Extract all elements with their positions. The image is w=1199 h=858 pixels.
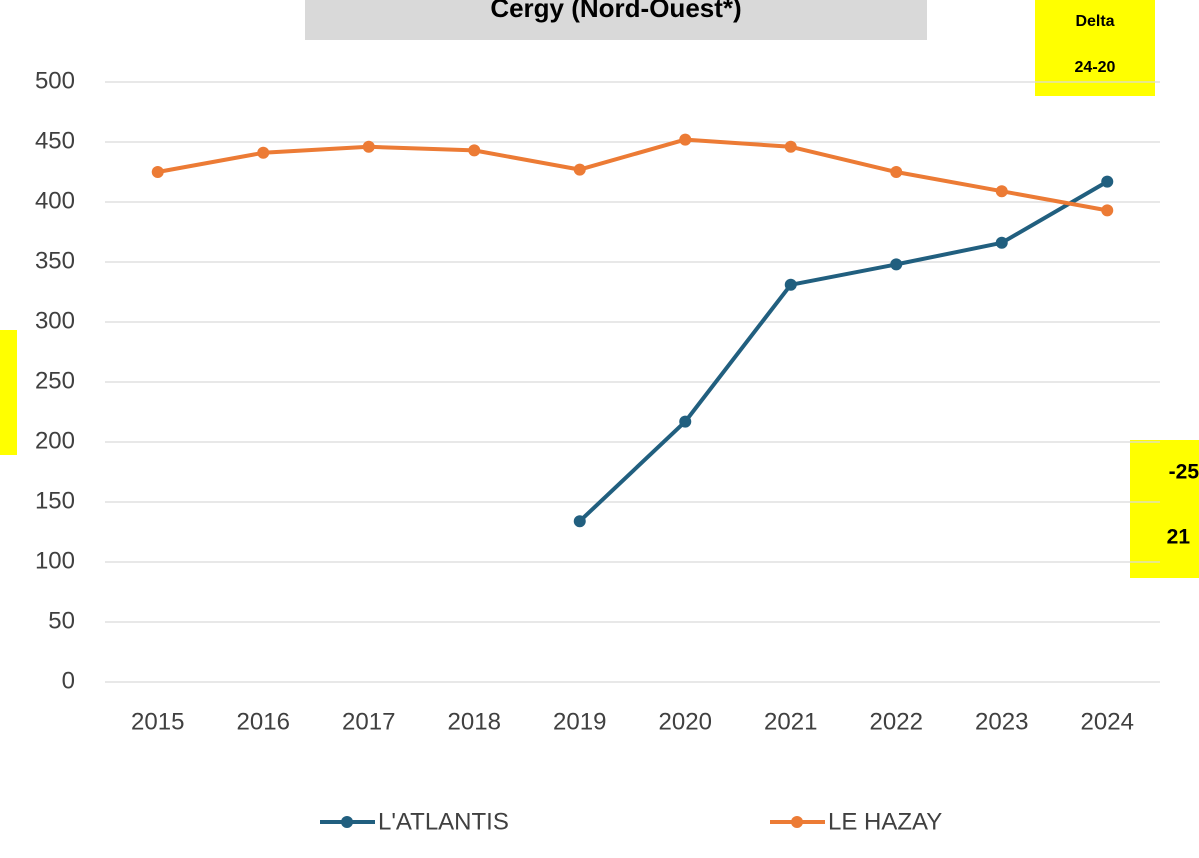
y-tick-label: 200 — [35, 427, 75, 454]
x-tick-label: 2016 — [237, 708, 290, 735]
legend-marker — [791, 816, 803, 828]
point — [362, 140, 375, 153]
x-tick-label: 2017 — [342, 708, 395, 735]
annotation: 24-20 — [1075, 59, 1116, 76]
point — [573, 163, 586, 176]
point — [257, 146, 270, 159]
x-tick-label: 2018 — [448, 708, 501, 735]
x-tick-label: 2021 — [764, 708, 817, 735]
x-tick-label: 2015 — [131, 708, 184, 735]
x-tick-label: 2019 — [553, 708, 606, 735]
annotation: Delta — [1075, 13, 1114, 30]
legend-label: LE HAZAY — [828, 808, 942, 835]
point — [995, 185, 1008, 198]
x-tick-label: 2023 — [975, 708, 1028, 735]
point — [890, 258, 903, 271]
chart-title: Cergy (Nord-Ouest*) — [490, 0, 741, 23]
y-tick-label: 350 — [35, 247, 75, 274]
point — [995, 236, 1008, 249]
point — [890, 166, 903, 178]
y-tick-label: 50 — [48, 607, 75, 634]
y-tick-label: 150 — [35, 487, 75, 514]
y-tick-label: 450 — [35, 127, 75, 154]
delta-values-box — [1130, 440, 1199, 578]
point — [784, 140, 797, 153]
x-tick-label: 2022 — [870, 708, 923, 735]
series-line — [578, 179, 1109, 523]
y-tick-label: 100 — [35, 547, 75, 574]
x-tick-label: 2024 — [1081, 708, 1134, 735]
x-tick-label: 2020 — [659, 708, 712, 735]
point — [679, 415, 692, 428]
annotation: 21 — [1167, 526, 1191, 549]
legend-marker — [341, 816, 353, 828]
point — [784, 278, 797, 291]
point — [151, 166, 164, 178]
annotation: -25 — [1169, 461, 1199, 484]
y-tick-label: 0 — [62, 667, 75, 694]
y-tick-label: 300 — [35, 307, 75, 334]
side-box — [0, 330, 17, 455]
title-box — [305, 0, 927, 40]
delta-box — [1035, 0, 1155, 96]
y-tick-label: 250 — [35, 367, 75, 394]
y-tick-label: 400 — [35, 187, 75, 214]
point — [1101, 175, 1114, 188]
legend-label: L'ATLANTIS — [378, 808, 509, 835]
point — [468, 144, 481, 157]
point — [1101, 204, 1114, 217]
point — [573, 515, 586, 528]
y-tick-label: 500 — [35, 67, 75, 94]
point — [679, 133, 692, 146]
series-line — [157, 137, 1108, 213]
